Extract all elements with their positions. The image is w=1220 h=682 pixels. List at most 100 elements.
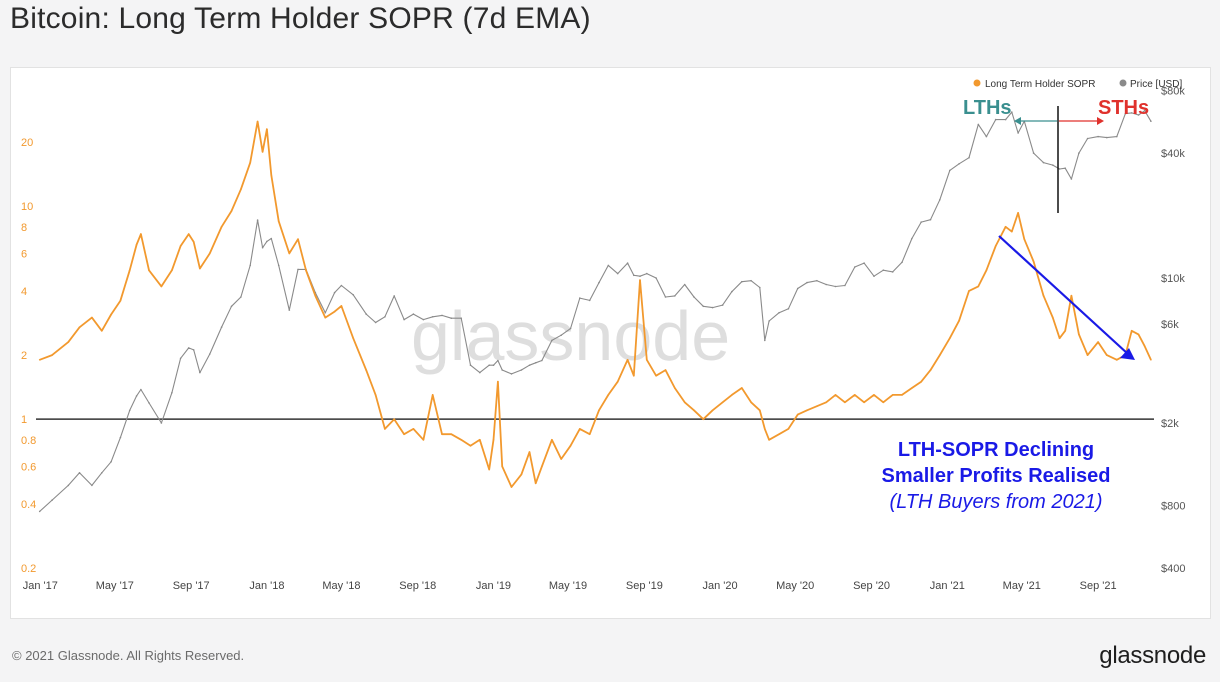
sopr-line-point [825, 401, 827, 404]
sopr-line-point [844, 401, 846, 404]
price-line-point [277, 264, 280, 267]
x-tick-label: Jan '21 [930, 580, 965, 592]
chart-panel: glassnode 0.2 0.4 0.6 0.8 1 2 4 6 8 10 20 $400 $800… [10, 67, 1211, 619]
price-line-point [639, 275, 641, 277]
sopr-line-point [633, 374, 635, 377]
price-line-point [441, 314, 443, 317]
price-line-point [607, 264, 610, 267]
price-line-point [412, 313, 415, 315]
price-line-point [787, 308, 790, 310]
sopr-line-point [1058, 337, 1061, 340]
x-axis: Jan '17 May '17 Sep '17 Jan '18 May '18 Sep '… [23, 580, 1117, 592]
price-line-point [768, 320, 770, 322]
sopr-line-point [78, 326, 81, 329]
price-line-point [939, 199, 941, 201]
price-line-point [1097, 135, 1099, 138]
sopr-line-point [598, 409, 600, 412]
sopr-line-point [431, 394, 434, 396]
sopr-line-point [1042, 294, 1045, 297]
legend-item-price[interactable]: Price [USD] [1130, 79, 1182, 90]
sopr-line-point [352, 337, 355, 340]
sopr-line-point [497, 380, 499, 383]
sopr-line-point [488, 468, 491, 471]
sopr-line-point [1064, 330, 1066, 332]
y-left-tick-label: 0.8 [21, 435, 36, 447]
chart-svg: glassnode 0.2 0.4 0.6 0.8 1 2 4 6 8 10 20 $400 $800… [21, 79, 1185, 592]
annotation-line-2: Smaller Profits Realised [882, 465, 1111, 487]
price-line-point [1150, 120, 1152, 122]
price-line-point [288, 309, 291, 311]
legend-item-sopr[interactable]: Long Term Holder SOPR [985, 79, 1095, 90]
sopr-line-point [249, 161, 251, 164]
price-line-point [91, 484, 93, 487]
sopr-line-point [854, 394, 856, 396]
sopr-line-point [324, 316, 327, 319]
sopr-line-point [891, 394, 894, 396]
y-right-tick-label: $10k [1161, 273, 1185, 285]
price-line-point [1143, 109, 1146, 112]
price-line-point [256, 219, 259, 221]
price-line-point [510, 373, 513, 375]
sopr-line-point [128, 269, 131, 272]
sopr-line-point [270, 174, 273, 176]
sopr-line-point [1017, 212, 1019, 214]
price-line-point [994, 118, 997, 121]
page-title: Bitcoin: Long Term Holder SOPR (7d EMA) [10, 2, 591, 35]
sopr-line-point [1011, 230, 1013, 233]
legend[interactable]: Long Term Holder SOPR Price [USD] [973, 79, 1183, 90]
left-axis: 0.2 0.4 0.6 0.8 1 2 4 6 8 10 20 [21, 137, 36, 575]
price-line-point [340, 284, 343, 287]
price-line-point [674, 295, 676, 297]
y-right-tick-label: $6k [1161, 319, 1179, 331]
price-line-point [693, 296, 695, 298]
sopr-line-point [135, 243, 138, 246]
price-line-point [569, 327, 572, 330]
watermark: glassnode [411, 297, 730, 375]
price-line-point [588, 299, 591, 302]
price-line-point [534, 362, 537, 364]
annotation-sth-arrowhead [1097, 117, 1104, 125]
sopr-line-point [882, 401, 885, 404]
sopr-line-point [579, 428, 581, 430]
price-line-point [579, 297, 581, 299]
sopr-line-point [67, 341, 70, 343]
price-line-point [1058, 168, 1061, 170]
sopr-line-point [403, 433, 405, 436]
sopr-line-point [240, 188, 242, 191]
price-line-point [135, 395, 138, 397]
sopr-line-point [929, 369, 932, 371]
sopr-line-point [683, 401, 686, 404]
sopr-line-point [920, 380, 922, 383]
annotation-line-1: LTH-SOPR Declining [898, 439, 1094, 461]
copyright-text: © 2021 Glassnode. All Rights Reserved. [12, 648, 245, 663]
price-line-point [1032, 152, 1035, 154]
price-line-point [1070, 178, 1073, 180]
sopr-line-point [199, 267, 201, 270]
price-line-point [528, 364, 531, 367]
sopr-line-point [806, 409, 808, 412]
sopr-line-point [261, 151, 264, 153]
price-line-point [911, 237, 913, 240]
sopr-line-point [863, 401, 865, 404]
x-tick-label: Sep '20 [853, 580, 890, 592]
sopr-line [39, 120, 1152, 488]
price-line-point [968, 156, 970, 159]
price-line-point [128, 409, 131, 412]
y-right-tick-label: $40k [1161, 148, 1185, 160]
price-line-point [750, 279, 752, 282]
price-line-point [844, 284, 846, 287]
sopr-line-point [469, 445, 472, 447]
sopr-line-point [655, 374, 657, 377]
y-right-tick-label: $800 [1161, 501, 1185, 513]
y-left-tick-label: 6 [21, 248, 27, 260]
price-line-point [110, 461, 112, 463]
sopr-line-point [119, 299, 122, 302]
price-line-point [664, 296, 667, 298]
sopr-line-point [91, 316, 93, 319]
sopr-line-point [479, 439, 481, 441]
price-line-point [1116, 135, 1118, 138]
sopr-line-point [220, 226, 223, 228]
sopr-line-point [422, 439, 425, 441]
sopr-line-point [1097, 341, 1099, 343]
sopr-line-point [510, 486, 513, 488]
